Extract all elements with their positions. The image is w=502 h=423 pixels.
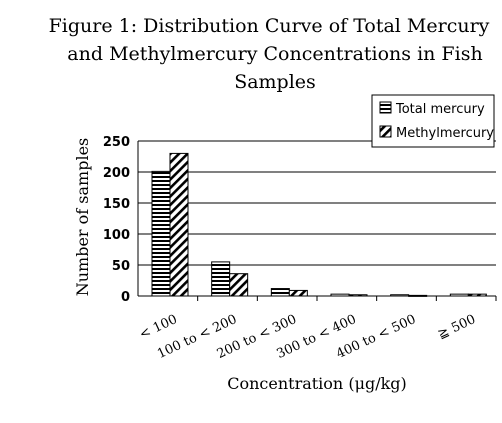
legend-box [371,94,495,148]
legend-label: Total mercury [395,102,485,117]
bar-total-mercury [151,170,171,297]
legend: Total mercury Methylmercury [371,94,495,148]
chart-title: Figure 1: Distribution Curve of Total Me… [49,15,490,93]
y-tick-label: 200 [103,166,130,181]
bars [151,152,487,297]
y-tick-label: 100 [103,228,130,243]
y-tick-labels: 0 50 100 150 200 250 [103,135,130,305]
x-tick-label: < 100 [137,312,179,342]
bar-total-mercury [270,288,290,297]
bar-methylmercury [169,152,189,297]
bar-total-mercury [211,261,231,297]
chart-title-line-2: and Methylmercury Concentrations in Fish [67,43,482,65]
chart-title-line-1: Figure 1: Distribution Curve of Total Me… [49,15,490,37]
y-tick-label: 150 [103,197,130,212]
bar-methylmercury [229,273,249,297]
grid-lines [138,140,496,266]
x-axis-title: Concentration (μg/kg) [227,374,407,393]
y-tick-label: 0 [121,290,130,305]
chart-title-line-3: Samples [234,71,316,93]
bar-methylmercury [288,289,308,297]
y-tick-label: 50 [112,259,130,274]
y-tick-label: 250 [103,135,130,150]
legend-swatch [379,101,392,114]
x-tick-label: ≧ 500 [436,312,478,342]
y-axis-title: Number of samples [73,138,92,297]
legend-swatch [379,125,392,138]
axes [137,141,497,301]
legend-label: Methylmercury [396,126,494,141]
